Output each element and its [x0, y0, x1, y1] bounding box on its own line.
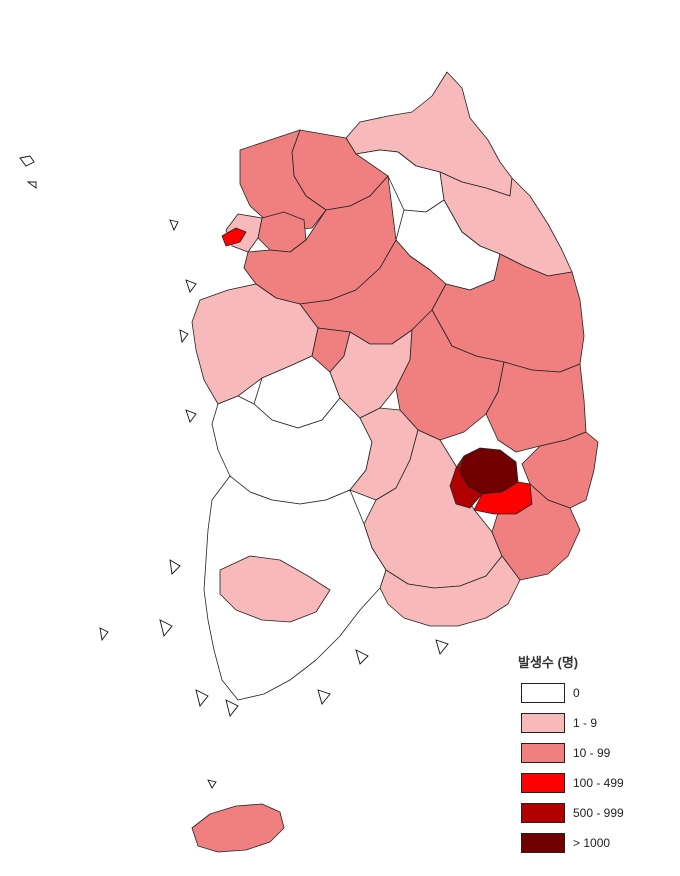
region — [219, 555, 331, 623]
legend-item: 1 - 9 — [518, 713, 668, 733]
legend-swatch — [521, 683, 565, 703]
island-outline — [317, 689, 331, 705]
island-outline — [179, 329, 189, 344]
legend-swatch — [521, 803, 565, 823]
region — [221, 227, 247, 247]
island-outline — [185, 279, 197, 293]
island-outline — [207, 779, 217, 789]
legend-label: 100 - 499 — [573, 776, 624, 790]
legend-label: 1 - 9 — [573, 716, 598, 730]
island-outline — [169, 559, 181, 575]
island-outline — [185, 409, 197, 423]
legend-title: 발생수 (명) — [518, 655, 579, 670]
legend-swatch — [521, 713, 565, 733]
legend-rows: 0 1 - 9 10 - 99 100 - 499 500 - 999 > 1000 — [518, 683, 668, 853]
island-outline — [19, 155, 35, 167]
legend-item: 10 - 99 — [518, 743, 668, 763]
region — [191, 803, 285, 853]
region — [473, 481, 533, 515]
region — [521, 431, 599, 509]
legend: 발생수 (명) 0 1 - 9 10 - 99 100 - 499 500 - 999 >… — [518, 652, 668, 863]
legend-label: 500 - 999 — [573, 806, 624, 820]
legend-item: > 1000 — [518, 833, 668, 853]
legend-swatch — [521, 743, 565, 763]
island-outline — [26, 181, 37, 189]
island-outline — [355, 649, 369, 665]
legend-item: 100 - 499 — [518, 773, 668, 793]
region-group — [191, 71, 599, 853]
island-outline — [195, 689, 209, 707]
island-outline — [159, 619, 173, 637]
legend-swatch — [521, 833, 565, 853]
island-outline — [225, 699, 239, 717]
legend-item: 500 - 999 — [518, 803, 668, 823]
legend-label: 0 — [573, 686, 580, 700]
island-outline — [169, 219, 179, 232]
legend-item: 0 — [518, 683, 668, 703]
region — [395, 309, 505, 441]
legend-swatch — [521, 773, 565, 793]
legend-label: 10 - 99 — [573, 746, 611, 760]
coastal-islands — [19, 155, 449, 789]
region — [379, 555, 521, 627]
legend-label: > 1000 — [573, 836, 611, 850]
island-outline — [99, 627, 109, 642]
island-outline — [435, 639, 449, 655]
